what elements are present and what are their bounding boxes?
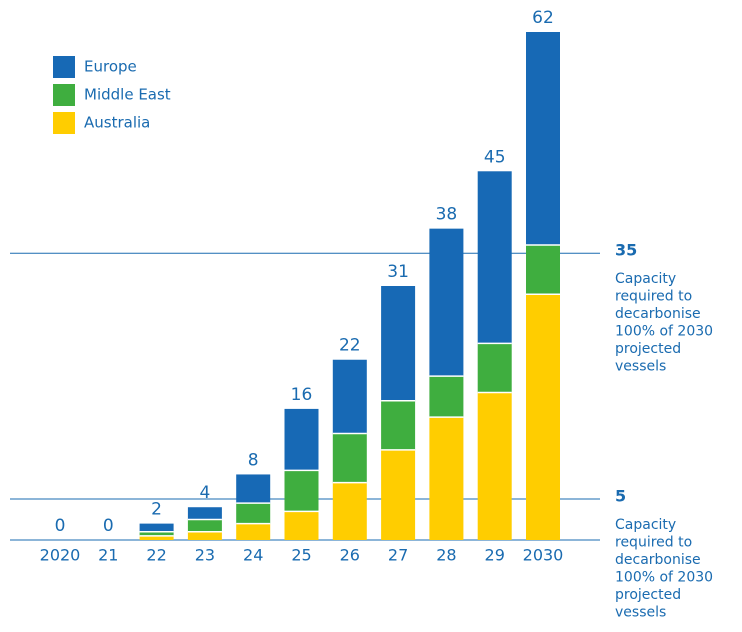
total-label: 22 bbox=[339, 336, 361, 356]
bar-segment bbox=[236, 503, 271, 524]
bar-segment bbox=[284, 470, 319, 512]
total-label: 4 bbox=[199, 483, 210, 503]
bar-segment bbox=[284, 511, 319, 540]
bar-segment bbox=[429, 417, 464, 540]
x-tick-label: 28 bbox=[436, 546, 456, 565]
total-label: 2 bbox=[151, 500, 162, 520]
x-tick-label: 27 bbox=[388, 546, 408, 565]
reference-value: 35 bbox=[615, 241, 637, 260]
total-label: 31 bbox=[387, 262, 409, 282]
bar-segment bbox=[429, 376, 464, 418]
x-tick-label: 21 bbox=[98, 546, 118, 565]
total-label: 0 bbox=[55, 516, 66, 536]
bar-segment bbox=[187, 507, 222, 520]
total-label: 8 bbox=[248, 450, 259, 470]
bar-segment bbox=[477, 343, 512, 393]
legend-swatch bbox=[53, 56, 75, 78]
bar-segment bbox=[526, 294, 560, 540]
x-tick-label: 24 bbox=[243, 546, 263, 565]
bar-segment bbox=[187, 519, 222, 532]
x-tick-label: 23 bbox=[195, 546, 215, 565]
x-tick-label: 22 bbox=[146, 546, 166, 565]
bar-segment bbox=[526, 245, 560, 295]
reference-note: Capacity bbox=[615, 517, 676, 533]
reference-note: required to bbox=[615, 289, 692, 305]
reference-value: 5 bbox=[615, 487, 626, 506]
total-label: 45 bbox=[484, 147, 506, 167]
reference-note: decarbonise bbox=[615, 552, 701, 568]
legend-label: Australia bbox=[84, 114, 150, 132]
total-label: 16 bbox=[291, 385, 313, 405]
bar-segment bbox=[139, 523, 174, 532]
reference-note: vessels bbox=[615, 359, 666, 375]
legend-swatch bbox=[53, 84, 75, 106]
reference-note: projected bbox=[615, 587, 681, 603]
legend-label: Europe bbox=[84, 58, 137, 76]
bar-segment bbox=[477, 392, 512, 540]
bar-segment bbox=[381, 400, 416, 450]
total-label: 38 bbox=[436, 205, 458, 225]
bar-segment bbox=[236, 523, 271, 540]
reference-note: decarbonise bbox=[615, 306, 701, 322]
legend-swatch bbox=[53, 112, 75, 134]
reference-note: 100% of 2030 bbox=[615, 324, 713, 340]
reference-note: required to bbox=[615, 535, 692, 551]
bar-segment bbox=[187, 531, 222, 540]
bar-segment bbox=[236, 474, 271, 504]
reference-note: vessels bbox=[615, 605, 666, 621]
x-tick-label: 2030 bbox=[523, 546, 564, 565]
total-label: 62 bbox=[532, 8, 554, 28]
total-label: 0 bbox=[103, 516, 114, 536]
x-tick-label: 2020 bbox=[40, 546, 81, 565]
bar-segment bbox=[381, 286, 416, 401]
reference-note: Capacity bbox=[615, 271, 676, 287]
bar-segment bbox=[526, 32, 560, 246]
bar-segment bbox=[429, 228, 464, 377]
bar-segment bbox=[332, 359, 367, 434]
bar-segment bbox=[381, 449, 416, 540]
bar-segment bbox=[332, 433, 367, 483]
legend-label: Middle East bbox=[84, 86, 171, 104]
bar-segment bbox=[332, 482, 367, 540]
bar-segment bbox=[139, 535, 174, 540]
reference-note: projected bbox=[615, 341, 681, 357]
x-tick-label: 25 bbox=[291, 546, 311, 565]
x-tick-label: 26 bbox=[340, 546, 360, 565]
reference-note: 100% of 2030 bbox=[615, 570, 713, 586]
bar-segment bbox=[284, 408, 319, 471]
x-tick-label: 29 bbox=[485, 546, 505, 565]
bar-segment bbox=[139, 531, 174, 536]
bar-segment bbox=[477, 171, 512, 344]
